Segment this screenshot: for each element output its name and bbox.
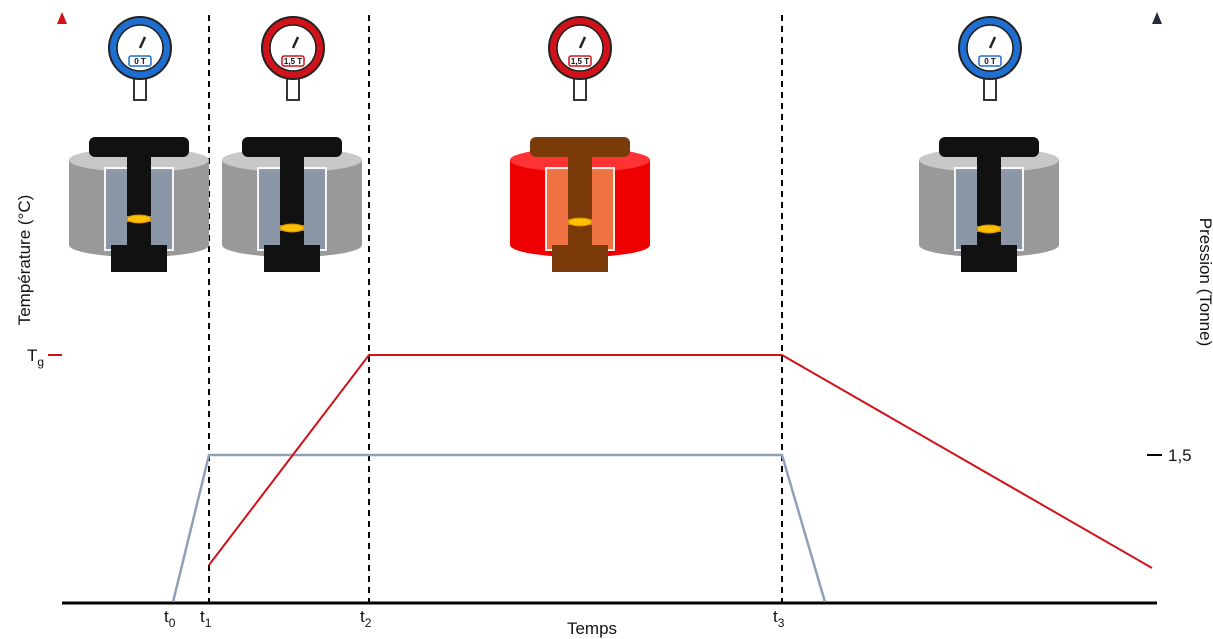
arrow: [1152, 12, 1162, 24]
bottom-rod: [280, 231, 304, 251]
bottom-rod: [977, 232, 1001, 251]
arrow: [57, 12, 67, 24]
plunger-head: [530, 137, 630, 157]
gauge-label: 0 T: [984, 57, 996, 66]
tg-label: Tg: [27, 346, 44, 369]
plunger-rod: [127, 150, 151, 216]
subscript: 0: [169, 616, 176, 630]
gauge-box: [978, 55, 1002, 67]
sample: [126, 214, 152, 224]
time-label: t1: [200, 607, 212, 630]
temperature-curve: [208, 354, 1153, 569]
sample: [976, 224, 1002, 234]
label: t: [200, 607, 205, 626]
gauge-needle: [291, 36, 300, 49]
right-axis-label: Pression (Tonne): [1196, 218, 1213, 347]
gauge-stem: [286, 77, 300, 101]
time-label: t0: [164, 607, 176, 630]
subscript: g: [37, 355, 44, 369]
plunger-rod: [568, 150, 592, 219]
gauge-label: 1,5 T: [571, 57, 589, 66]
gauge-needle: [578, 36, 587, 49]
label: t: [360, 607, 365, 626]
gauge-needle: [138, 36, 147, 49]
left-axis-label: Température (°C): [15, 195, 34, 326]
pressure-tick-label: 1,5: [1168, 446, 1192, 465]
gauge-stem: [133, 77, 147, 101]
bottom-rod: [568, 225, 592, 251]
plunger-rod: [280, 150, 304, 225]
label: t: [164, 607, 169, 626]
gauge-box: [568, 55, 592, 67]
plunger-rod: [977, 150, 1001, 226]
gauge-label: 1,5 T: [284, 57, 302, 66]
subscript: 2: [365, 616, 372, 630]
sample: [567, 217, 593, 227]
label: T: [27, 346, 37, 365]
gauge-stem: [983, 77, 997, 101]
subscript: 1: [205, 616, 212, 630]
gauge-box: [128, 55, 152, 67]
subscript: 3: [778, 616, 785, 630]
bottom-rod: [127, 222, 151, 251]
time-label: t3: [773, 607, 785, 630]
plunger-head: [242, 137, 342, 157]
gauge-stem: [573, 77, 587, 101]
gauge-label: 0 T: [134, 57, 146, 66]
plunger-head: [89, 137, 189, 157]
plunger-head: [939, 137, 1039, 157]
gauge-needle: [988, 36, 997, 49]
x-axis-label: Temps: [567, 619, 617, 638]
gauge-box: [281, 55, 305, 67]
axes: Température (°C) Pression (Tonne) Temps …: [15, 12, 1213, 638]
label: t: [773, 607, 778, 626]
time-label: t2: [360, 607, 372, 630]
pressure-curve: [171, 453, 827, 603]
sample: [279, 223, 305, 233]
